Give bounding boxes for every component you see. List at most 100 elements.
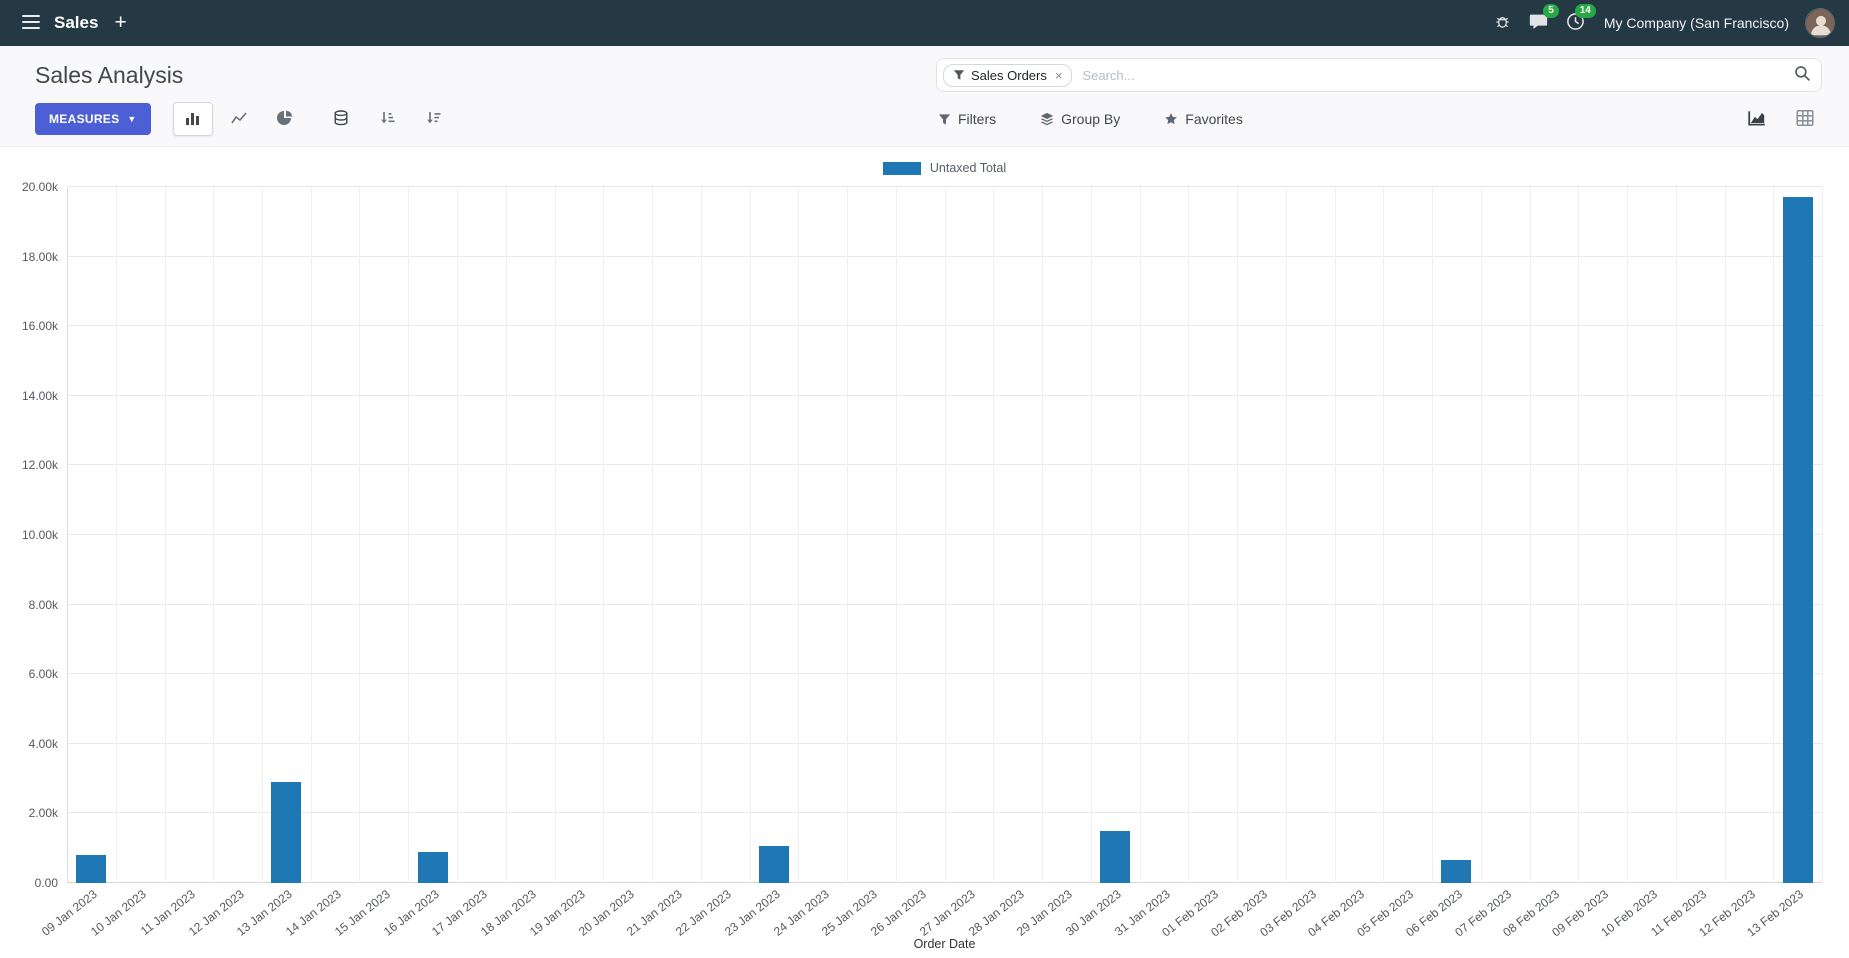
- gridline-vertical: [993, 187, 995, 883]
- y-axis-label: 0.00: [34, 876, 58, 890]
- bar-cell: [1091, 187, 1140, 883]
- gridline-vertical: [310, 187, 312, 883]
- gridline-horizontal: [67, 186, 1822, 187]
- line-chart-button[interactable]: [219, 102, 259, 136]
- y-axis-label: 18.00k: [21, 249, 58, 264]
- y-axis-label: 6.00k: [28, 667, 58, 682]
- stacked-toggle-button[interactable]: [321, 102, 361, 136]
- gridline-vertical: [603, 187, 605, 883]
- search-bar: Sales Orders ×: [936, 58, 1822, 92]
- bar-cell: [408, 187, 457, 883]
- y-axis-label: 14.00k: [21, 388, 58, 403]
- bar-30-jan-2023[interactable]: [1100, 830, 1131, 883]
- gridline-vertical: [408, 187, 410, 883]
- gridline-vertical: [1432, 187, 1433, 883]
- gridline-vertical: [1773, 187, 1775, 883]
- favorites-button[interactable]: Favorites: [1162, 105, 1245, 133]
- bar-cell: [750, 187, 799, 883]
- control-panel: Sales Analysis Sales Orders × MEASURES ▼: [0, 46, 1849, 147]
- gridline-vertical: [164, 187, 166, 883]
- x-axis: 09 Jan 2023 10 Jan 2023 11 Jan 2023 12 Jan …: [39, 883, 1822, 940]
- bar-13-jan-2023[interactable]: [271, 782, 302, 883]
- app-name[interactable]: Sales: [54, 13, 99, 32]
- y-axis-label: 16.00k: [21, 319, 58, 334]
- activities-button[interactable]: 14: [1557, 4, 1596, 40]
- y-axis-line: [67, 187, 68, 883]
- bar-09-jan-2023[interactable]: [76, 855, 107, 883]
- gridline-vertical: [359, 187, 361, 883]
- gridline-vertical: [1236, 187, 1238, 883]
- gridline-vertical: [505, 187, 507, 883]
- apps-menu-button[interactable]: [14, 9, 48, 38]
- sort-ascending-button[interactable]: [367, 102, 407, 136]
- bar-13-feb-2023[interactable]: [1782, 197, 1813, 883]
- plus-button[interactable]: +: [104, 11, 136, 35]
- layers-icon: [1040, 112, 1054, 126]
- navbar-left: Sales +: [14, 9, 137, 38]
- gridline-vertical: [554, 187, 556, 883]
- y-axis-label: 10.00k: [21, 528, 58, 542]
- gridline-vertical: [798, 187, 800, 883]
- gridline-vertical: [457, 187, 458, 883]
- search-input[interactable]: [1072, 67, 1794, 83]
- y-axis-label: 12.00k: [21, 458, 58, 473]
- search-facet-sales-orders[interactable]: Sales Orders ×: [943, 63, 1073, 87]
- gridline-vertical: [1139, 187, 1141, 883]
- pivot-table-icon: [1795, 108, 1815, 131]
- gridline-vertical: [1627, 187, 1628, 883]
- gridline-vertical: [1090, 187, 1092, 883]
- bar-16-jan-2023[interactable]: [417, 851, 448, 883]
- facet-remove-icon[interactable]: ×: [1054, 67, 1063, 83]
- bar-cell: [1432, 187, 1481, 883]
- legend-swatch: [882, 161, 921, 175]
- y-axis-label: 2.00k: [28, 806, 58, 821]
- search-button[interactable]: [1794, 65, 1811, 85]
- page-title: Sales Analysis: [35, 61, 184, 88]
- view-switcher: [1740, 104, 1822, 134]
- bar-23-jan-2023[interactable]: [758, 846, 789, 883]
- x-axis-title: Order Date: [913, 937, 976, 951]
- funnel-icon: [938, 113, 951, 126]
- chevron-down-icon: ▼: [127, 113, 137, 124]
- chat-bubble-icon: [1529, 12, 1548, 34]
- sort-descending-button[interactable]: [413, 102, 453, 136]
- legend[interactable]: Untaxed Total: [67, 157, 1822, 179]
- gridline-vertical: [115, 187, 117, 883]
- gridline-vertical: [1334, 187, 1336, 883]
- gridline-vertical: [262, 187, 263, 883]
- gridline-vertical: [1529, 187, 1531, 883]
- gridline-vertical: [1480, 187, 1482, 883]
- gridline-vertical: [749, 187, 751, 883]
- pie-chart-icon: [276, 110, 293, 129]
- stack-sort-group: [321, 102, 453, 136]
- messages-badge: 5: [1543, 4, 1559, 18]
- area-chart-icon: [1747, 108, 1767, 131]
- hamburger-icon: [22, 14, 40, 32]
- legend-label: Untaxed Total: [929, 161, 1007, 175]
- line-chart-icon: [230, 110, 247, 129]
- pie-chart-button[interactable]: [265, 102, 305, 136]
- gridline-vertical: [700, 187, 702, 883]
- navbar-right: 5 14 My Company (San Francisco): [1485, 4, 1835, 40]
- gridline-vertical: [944, 187, 946, 883]
- bug-report-button[interactable]: [1485, 7, 1520, 39]
- bar-chart-button[interactable]: [172, 102, 213, 136]
- bar-06-feb-2023[interactable]: [1441, 860, 1472, 883]
- facet-label: Sales Orders: [971, 67, 1047, 83]
- gridline-vertical: [1675, 187, 1677, 883]
- funnel-icon: [953, 69, 965, 81]
- messages-button[interactable]: 5: [1520, 4, 1559, 40]
- user-menu-button[interactable]: My Company (San Francisco): [1594, 9, 1799, 37]
- filters-button[interactable]: Filters: [936, 105, 998, 133]
- bar-chart-icon: [185, 110, 201, 129]
- avatar[interactable]: [1805, 8, 1835, 38]
- gridline-vertical: [1724, 187, 1726, 883]
- view-switcher-pivot-button[interactable]: [1788, 104, 1822, 134]
- measures-button[interactable]: MEASURES ▼: [35, 103, 151, 135]
- y-axis: 0.00 2.00k 4.00k 6.00k 8.00k 10.00k 12.00k 14.0…: [0, 180, 67, 890]
- group-by-button[interactable]: Group By: [1038, 105, 1122, 133]
- bar-cell: [1773, 187, 1822, 883]
- view-switcher-graph-button[interactable]: [1740, 104, 1774, 134]
- plot-area: [67, 186, 1823, 883]
- y-axis-label: 4.00k: [28, 736, 58, 751]
